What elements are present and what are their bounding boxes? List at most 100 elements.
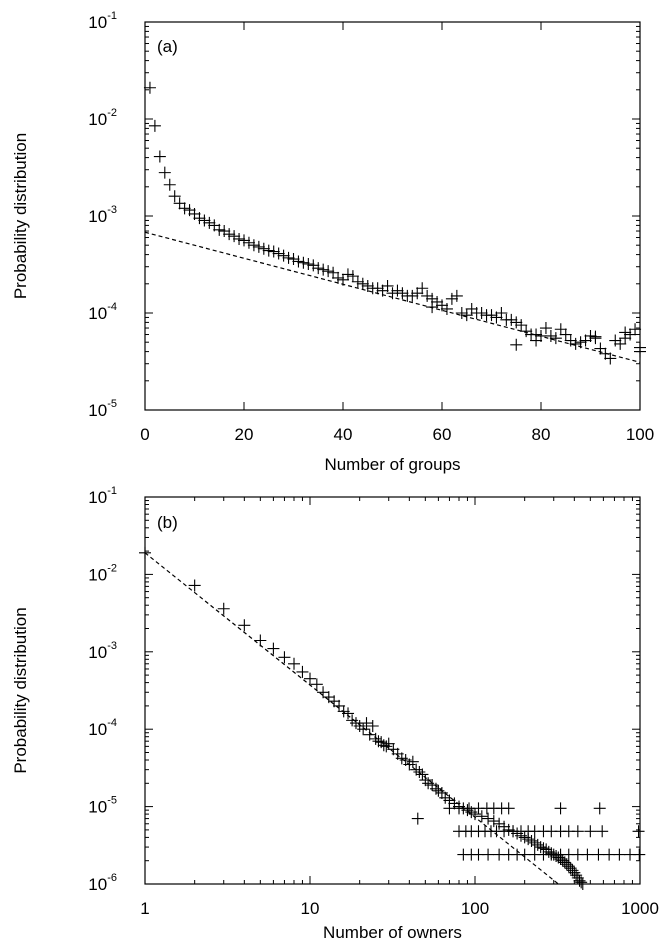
data-point	[312, 262, 325, 275]
data-point	[505, 313, 518, 326]
data-point	[317, 263, 330, 276]
data-point	[148, 119, 161, 132]
data-point	[376, 284, 389, 297]
data-point	[254, 634, 267, 647]
data-point	[267, 642, 280, 655]
data-point	[173, 197, 186, 210]
x-tick-label: 40	[334, 425, 353, 444]
data-point	[453, 802, 466, 815]
data-point	[262, 244, 275, 257]
data-point	[351, 275, 364, 288]
y-tick-exponent: -1	[107, 10, 117, 22]
data-point	[327, 266, 340, 279]
data-point	[589, 330, 602, 343]
data-point	[391, 284, 404, 297]
y-tick-base: 10	[88, 488, 107, 507]
y-tick-base: 10	[88, 13, 107, 32]
panel-label: (b)	[157, 513, 178, 532]
y-tick-exponent: -3	[107, 204, 117, 216]
data-point	[609, 334, 622, 347]
data-point	[440, 302, 453, 315]
data-point	[531, 838, 544, 851]
data-point	[247, 239, 260, 252]
data-point	[534, 841, 547, 854]
data-point	[168, 190, 181, 203]
data-point	[603, 848, 616, 861]
data-point	[571, 825, 584, 838]
data-point	[360, 717, 373, 730]
y-tick-label: 10-2	[88, 107, 117, 129]
data-point	[431, 295, 444, 308]
y-tick-label: 10-3	[88, 640, 117, 662]
data-point	[233, 232, 246, 245]
data-point	[411, 812, 424, 825]
data-point	[277, 249, 290, 262]
data-point	[287, 253, 300, 266]
data-point	[624, 328, 637, 341]
data-point	[178, 202, 191, 215]
data-point	[482, 848, 495, 861]
data-point	[581, 848, 594, 861]
data-point	[361, 279, 374, 292]
data-point	[310, 678, 323, 691]
data-point	[554, 323, 567, 336]
data-point	[252, 240, 265, 253]
y-tick-label: 10-1	[88, 10, 117, 32]
y-tick-base: 10	[88, 401, 107, 420]
data-point	[223, 228, 236, 241]
y-tick-exponent: -1	[107, 485, 117, 497]
x-tick-label: 0	[140, 425, 149, 444]
data-point	[218, 225, 231, 238]
data-point	[569, 337, 582, 350]
data-point	[584, 329, 597, 342]
data-point	[604, 352, 617, 365]
x-axis-label: Number of owners	[323, 923, 462, 942]
y-tick-exponent: -6	[107, 872, 117, 884]
data-point	[413, 765, 426, 778]
data-point	[475, 810, 488, 823]
data-point	[328, 695, 341, 708]
data-point	[288, 657, 301, 670]
data-point	[333, 699, 346, 712]
data-point	[549, 332, 562, 345]
y-axis-label: Probability distribution	[11, 133, 30, 299]
y-tick-base: 10	[88, 875, 107, 894]
data-point	[371, 282, 384, 295]
data-point	[493, 817, 506, 830]
data-point	[419, 774, 432, 787]
data-point	[634, 345, 646, 358]
x-tick-label: 60	[433, 425, 452, 444]
data-point	[574, 336, 587, 349]
x-tick-label: 80	[532, 425, 551, 444]
x-tick-label: 1000	[621, 899, 659, 918]
data-point	[435, 786, 448, 799]
data-point	[455, 307, 468, 319]
y-tick-base: 10	[88, 565, 107, 584]
data-point	[633, 848, 646, 861]
data-point	[278, 651, 291, 664]
data-point	[411, 287, 424, 300]
data-point	[242, 236, 255, 249]
y-tick-exponent: -4	[107, 301, 117, 313]
data-point	[570, 869, 583, 882]
data-point	[487, 815, 500, 828]
data-point	[502, 802, 515, 815]
y-tick-exponent: -2	[107, 107, 117, 119]
data-point	[460, 309, 473, 322]
y-tick-exponent: -2	[107, 562, 117, 574]
data-point	[153, 150, 166, 163]
x-tick-label: 100	[461, 899, 489, 918]
y-tick-exponent: -4	[107, 717, 117, 729]
y-tick-base: 10	[88, 643, 107, 662]
y-tick-exponent: -5	[107, 795, 117, 807]
data-point	[213, 223, 226, 236]
y-tick-base: 10	[88, 304, 107, 323]
data-point	[579, 334, 592, 347]
data-point	[575, 876, 588, 889]
data-point	[426, 301, 439, 314]
data-point	[530, 334, 543, 347]
data-point	[267, 245, 280, 258]
data-point	[396, 287, 409, 300]
